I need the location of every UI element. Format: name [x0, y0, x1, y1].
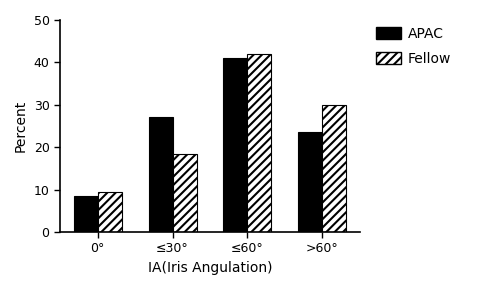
- Bar: [322, 105, 346, 232]
- X-axis label: IA(Iris Angulation): IA(Iris Angulation): [148, 261, 272, 275]
- Bar: [224, 58, 248, 232]
- Legend: APAC, Fellow: APAC, Fellow: [376, 27, 452, 66]
- Bar: [148, 117, 172, 232]
- Bar: [98, 192, 122, 232]
- Bar: [248, 54, 272, 232]
- Bar: [298, 132, 322, 232]
- Bar: [172, 153, 197, 232]
- Bar: [74, 196, 98, 232]
- Y-axis label: Percent: Percent: [14, 100, 28, 152]
